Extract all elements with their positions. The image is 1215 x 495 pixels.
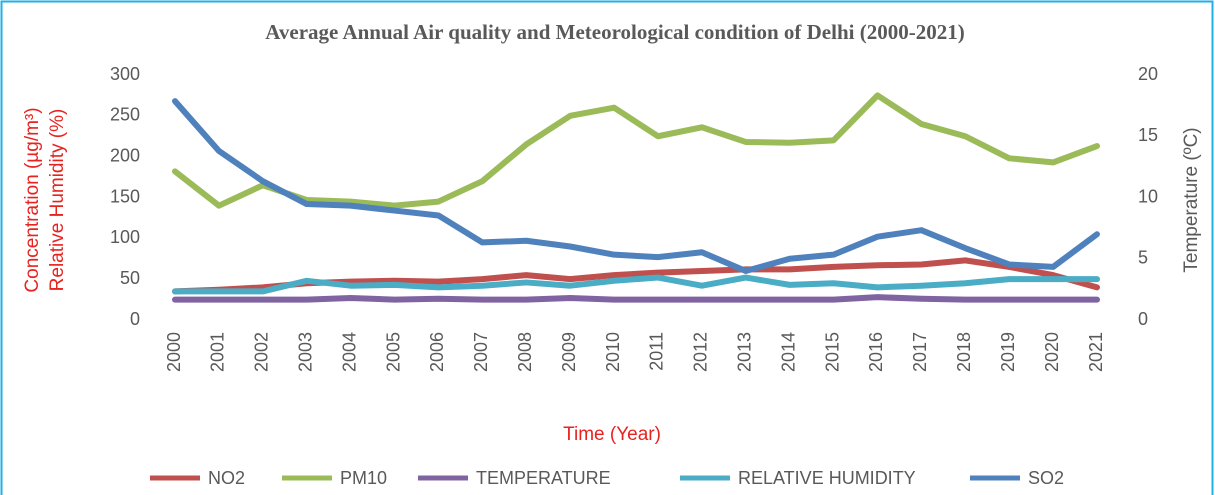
- legend-label: SO2: [1028, 468, 1064, 488]
- y-axis-label: Concentration (µg/m³): [22, 107, 43, 292]
- x-tick-label: 2013: [735, 332, 755, 372]
- series-line: [172, 98, 1100, 274]
- legend-label: TEMPERATURE: [476, 468, 611, 488]
- x-tick-label: 2017: [910, 332, 930, 372]
- x-tick-label: 2005: [383, 332, 403, 372]
- series-line: [172, 257, 1100, 295]
- x-tick-label: 2019: [998, 332, 1018, 372]
- x-tick-label: 2021: [1086, 332, 1106, 372]
- y-axis-label: Relative Humidity (%): [47, 109, 68, 292]
- x-tick-label: 2018: [954, 332, 974, 372]
- y2-tick-label: 0: [1138, 309, 1148, 329]
- y-tick-label: 50: [120, 268, 140, 288]
- y-tick-label: 100: [110, 227, 140, 247]
- series-line: [172, 294, 1100, 303]
- x-tick-label: 2012: [691, 332, 711, 372]
- y-tick-label: 0: [130, 309, 140, 329]
- x-tick-label: 2007: [471, 332, 491, 372]
- x-tick-label: 2001: [208, 332, 228, 372]
- y2-tick-label: 10: [1138, 186, 1158, 206]
- y2-axis-label: Temperature (ºC): [1181, 127, 1202, 272]
- x-tick-label: 2002: [252, 332, 272, 372]
- y2-tick-label: 20: [1138, 64, 1158, 84]
- legend-label: PM10: [340, 468, 387, 488]
- legend-label: NO2: [208, 468, 245, 488]
- x-tick-label: 2004: [339, 332, 359, 372]
- y-tick-label: 150: [110, 186, 140, 206]
- x-tick-label: 2009: [559, 332, 579, 372]
- x-tick-label: 2020: [1042, 332, 1062, 372]
- series-line: [172, 92, 1100, 209]
- y-tick-label: 200: [110, 145, 140, 165]
- x-tick-label: 2008: [515, 332, 535, 372]
- y2-tick-label: 5: [1138, 248, 1148, 268]
- x-tick-label: 2016: [866, 332, 886, 372]
- y-tick-label: 250: [110, 105, 140, 125]
- x-tick-label: 2015: [822, 332, 842, 372]
- legend-label: RELATIVE HUMIDITY: [738, 468, 916, 488]
- x-tick-label: 2011: [647, 332, 667, 371]
- chart-title: Average Annual Air quality and Meteorolo…: [265, 20, 964, 44]
- x-tick-label: 2010: [603, 332, 623, 372]
- y-tick-label: 300: [110, 64, 140, 84]
- x-tick-label: 2006: [427, 332, 447, 372]
- x-tick-label: 2000: [164, 332, 184, 372]
- y2-tick-label: 15: [1138, 125, 1158, 145]
- x-tick-label: 2014: [778, 332, 798, 372]
- series-line: [172, 274, 1100, 295]
- x-axis-label: Time (Year): [563, 424, 661, 445]
- x-tick-label: 2003: [295, 332, 315, 372]
